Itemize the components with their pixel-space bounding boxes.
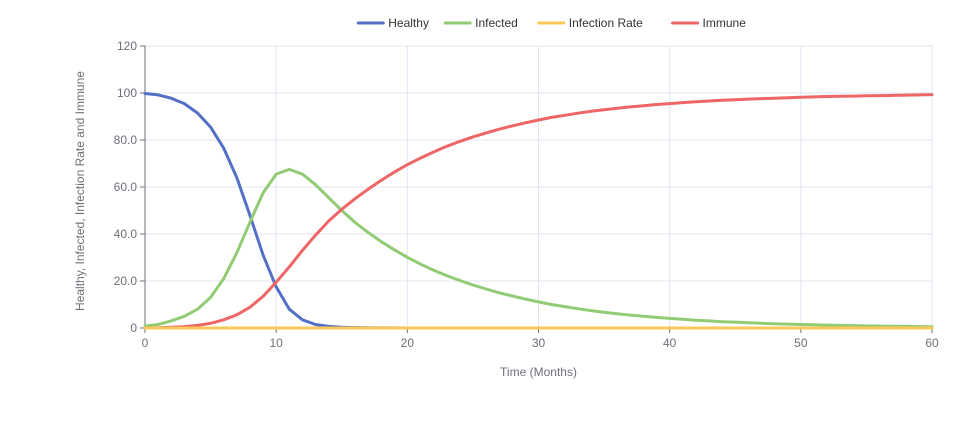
y-axis-title: Healthy, Infected, Infection Rate and Im… (73, 71, 87, 311)
legend-label: Infection Rate (569, 16, 643, 30)
y-tick-label: 60.0 (114, 180, 138, 194)
series-lines (143, 92, 934, 330)
y-tick-label: 100 (117, 86, 137, 100)
legend-label: Infected (475, 16, 518, 30)
legend-item-immune[interactable]: Immune (671, 16, 747, 30)
legend-label: Healthy (388, 16, 429, 30)
x-axis-title: Time (Months) (500, 365, 577, 379)
series-line-infected[interactable] (143, 167, 934, 329)
grid (145, 45, 933, 328)
x-tick-label: 30 (532, 336, 546, 350)
x-tick-label: 0 (142, 336, 149, 350)
series-line-immune[interactable] (143, 93, 934, 330)
axes: 0 20.0 40.0 60.0 80.0 100 120 0 10 20 30 40 50 60 (114, 39, 939, 350)
legend-item-infected[interactable]: Infected (443, 16, 518, 30)
legend-item-infection-rate[interactable]: Infection Rate (537, 16, 643, 30)
x-tick-label: 50 (794, 336, 808, 350)
x-tick-label: 20 (401, 336, 415, 350)
legend-label: Immune (703, 16, 747, 30)
legend-item-healthy[interactable]: Healthy (356, 16, 429, 30)
y-tick-label: 20.0 (114, 274, 138, 288)
y-tick-label: 80.0 (114, 133, 138, 147)
y-tick-label: 120 (117, 39, 137, 53)
x-tick-label: 40 (663, 336, 677, 350)
y-tick-label: 0 (130, 321, 137, 335)
legend[interactable]: Healthy Infected Infection Rate Immune (356, 16, 747, 30)
x-tick-label: 60 (925, 336, 939, 350)
y-tick-label: 40.0 (114, 227, 138, 241)
x-tick-label: 10 (269, 336, 283, 350)
